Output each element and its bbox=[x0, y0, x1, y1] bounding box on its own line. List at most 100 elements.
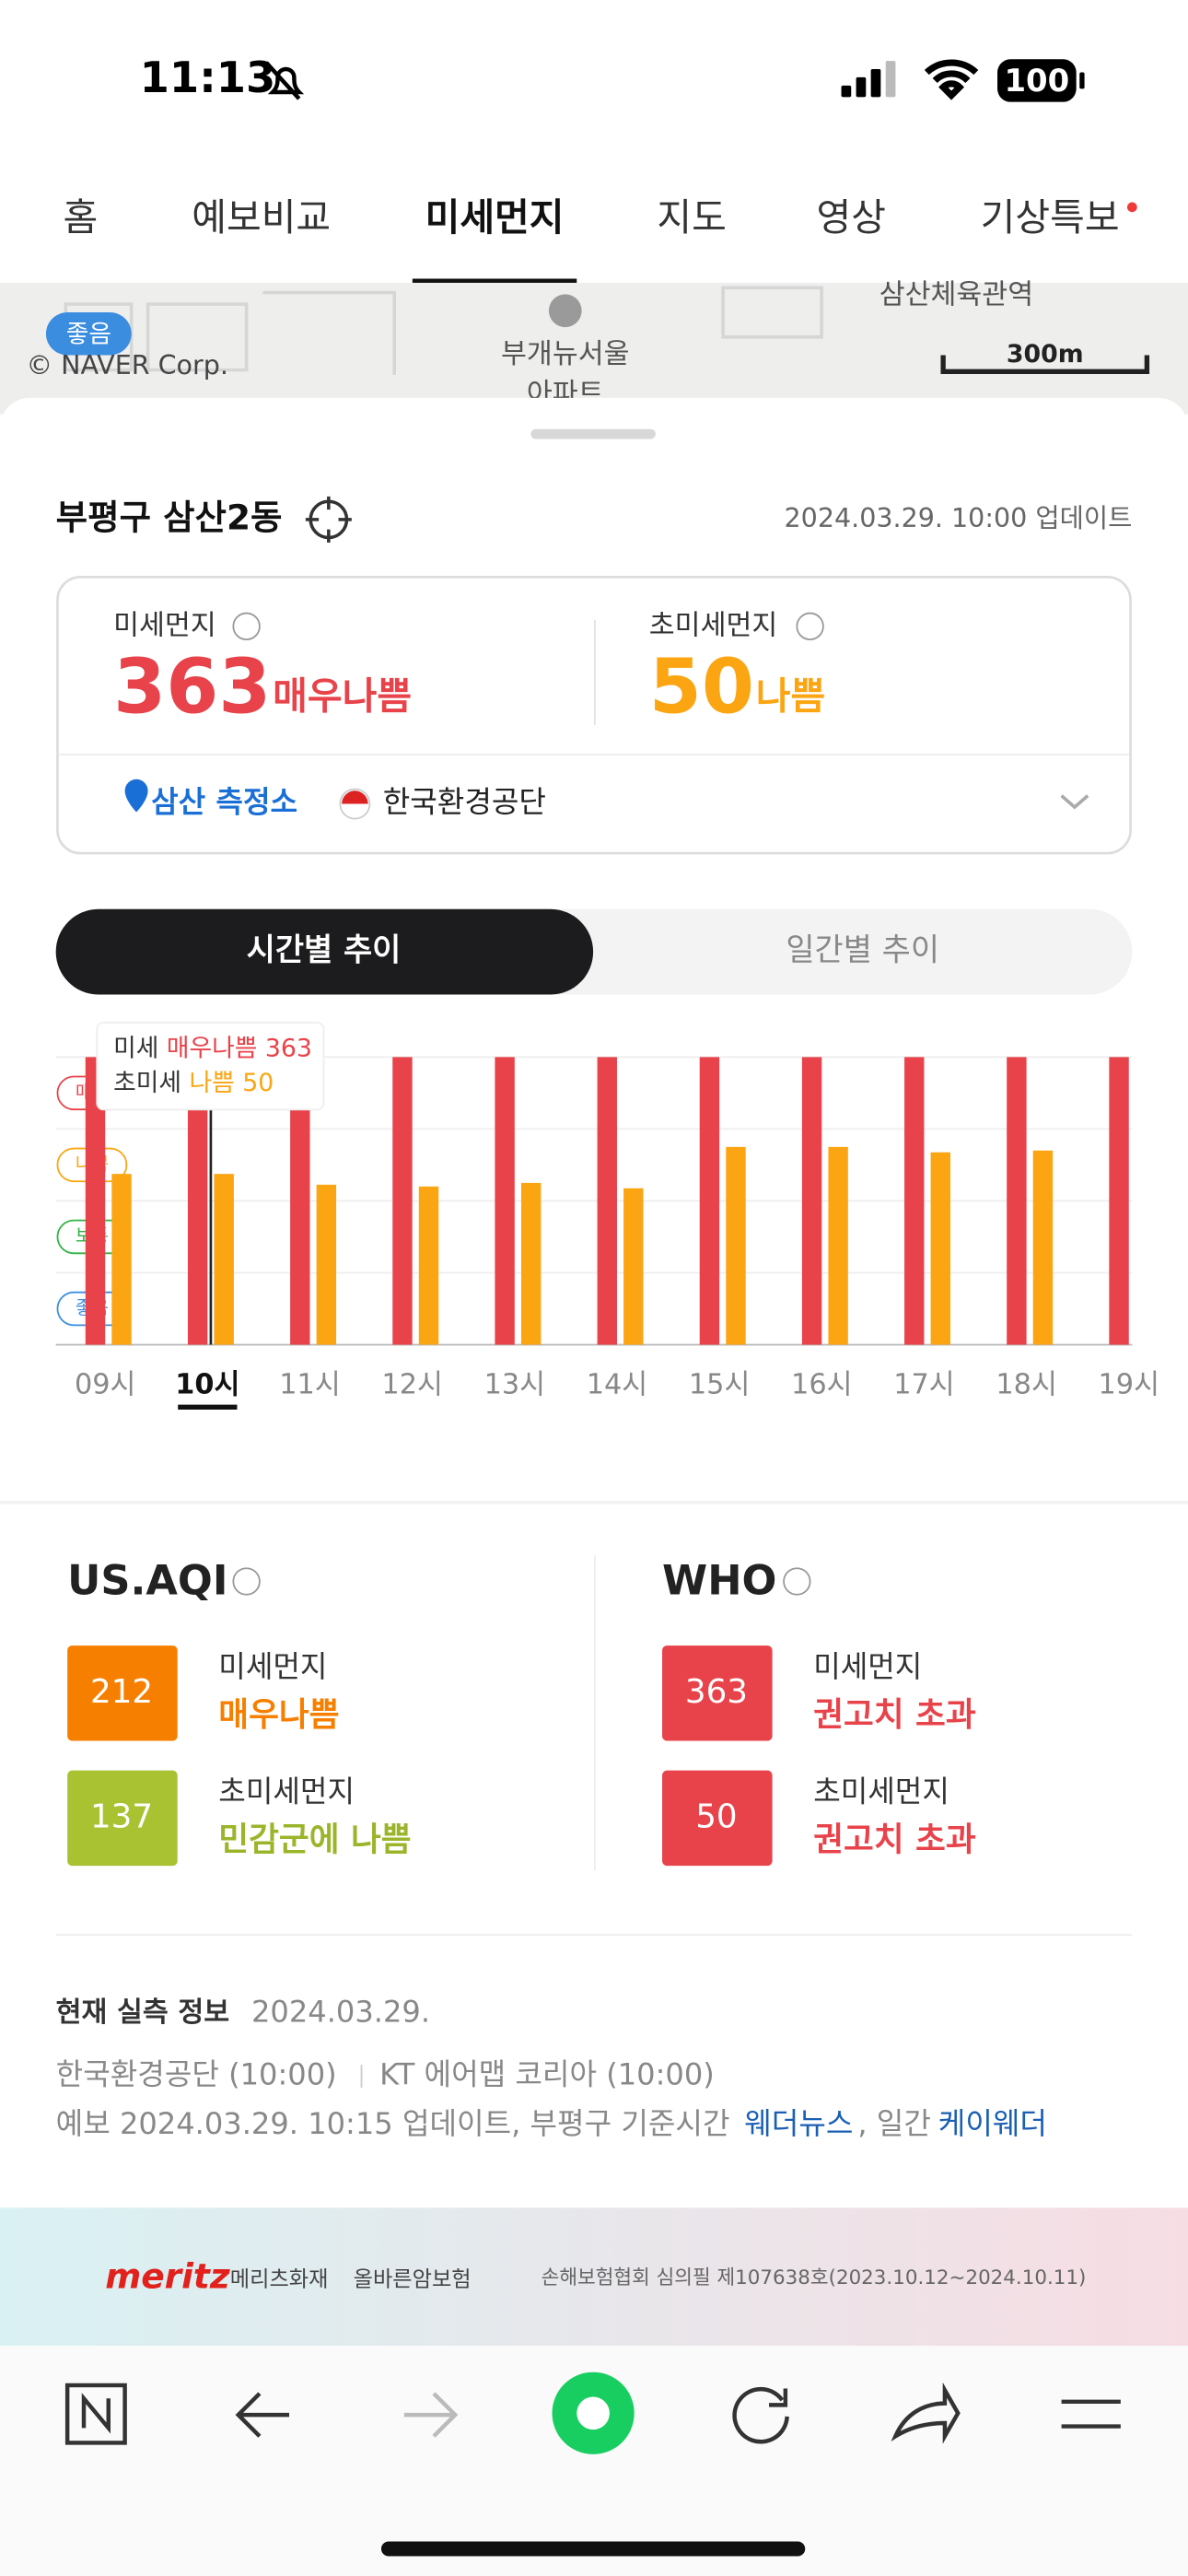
item-grade: 권고치 초과 bbox=[813, 1696, 976, 1734]
x-tick-label[interactable]: 12시 bbox=[381, 1369, 443, 1401]
badge bbox=[662, 1770, 773, 1867]
x-tick-label[interactable]: 10시 bbox=[175, 1369, 239, 1401]
ad-banner[interactable] bbox=[0, 2207, 1188, 2347]
clock: 11:13 bbox=[140, 53, 276, 102]
map-station: 삼산체육관역 bbox=[879, 279, 1033, 311]
bar bbox=[699, 1057, 720, 1345]
map-poi bbox=[548, 294, 582, 328]
section-title: US.AQI bbox=[67, 1556, 227, 1604]
ad-notice: 손해보험협회 심의필 제107638호(2023.10.12~2024.10.1… bbox=[542, 2266, 1087, 2289]
bar bbox=[930, 1152, 950, 1345]
info-icon[interactable] bbox=[232, 612, 261, 641]
item-label: 초미세먼지 bbox=[218, 1774, 355, 1809]
item-grade: 민감군에 나쁨 bbox=[218, 1821, 411, 1858]
badge-value: 50 bbox=[695, 1797, 737, 1835]
ad-brand: meritz bbox=[105, 2256, 230, 2297]
update-time: 2024.03.29. 10:00 업데이트 bbox=[785, 503, 1133, 533]
item-label: 미세먼지 bbox=[218, 1649, 327, 1684]
info-link[interactable]: 케이웨더 bbox=[938, 2106, 1047, 2141]
pm25-grade: 나쁨 bbox=[756, 673, 825, 718]
wifi-icon bbox=[924, 59, 979, 100]
toggle-option[interactable]: 시간별 추이 bbox=[247, 932, 402, 968]
item-grade: 매우나쁨 bbox=[218, 1696, 339, 1734]
tooltip-part: 매우나쁨 bbox=[167, 1034, 257, 1062]
map-badge-text: 좋음 bbox=[66, 321, 111, 349]
alert-dot bbox=[1126, 202, 1137, 213]
map-copyright: © NAVER Corp. bbox=[27, 350, 228, 381]
x-tick-label[interactable]: 13시 bbox=[484, 1369, 546, 1401]
expand-icon[interactable] bbox=[1060, 794, 1089, 810]
badge-value: 363 bbox=[685, 1673, 748, 1711]
battery-cap bbox=[1079, 72, 1085, 89]
battery-level: 100 bbox=[1004, 63, 1069, 99]
x-tick-label[interactable]: 15시 bbox=[689, 1369, 751, 1401]
item-label: 미세먼지 bbox=[813, 1649, 922, 1684]
toggle-active[interactable] bbox=[55, 908, 594, 995]
map-scale-bar bbox=[940, 355, 1150, 374]
home-indicator bbox=[380, 2541, 806, 2557]
tab[interactable]: 영상 bbox=[816, 195, 885, 240]
tab[interactable]: 예보비교 bbox=[192, 195, 331, 240]
forward-button[interactable] bbox=[403, 2392, 459, 2438]
tooltip-text: 초미세 나쁨 50 bbox=[113, 1068, 274, 1096]
info-icon[interactable] bbox=[783, 1567, 811, 1596]
item-label: 초미세먼지 bbox=[813, 1774, 949, 1809]
x-tick-label[interactable]: 19시 bbox=[1099, 1369, 1160, 1401]
pm10-grade: 매우나쁨 bbox=[273, 673, 412, 718]
tooltip-part: 나쁨 bbox=[189, 1068, 234, 1096]
info-icon[interactable] bbox=[796, 612, 824, 641]
share-button[interactable] bbox=[891, 2382, 961, 2444]
x-tick-label[interactable]: 14시 bbox=[587, 1369, 648, 1401]
home-button[interactable] bbox=[64, 2383, 127, 2445]
tab[interactable]: 미세먼지 bbox=[425, 195, 565, 240]
section-title: WHO bbox=[662, 1556, 776, 1604]
x-tick-label[interactable]: 18시 bbox=[996, 1369, 1057, 1401]
menu-button[interactable] bbox=[1061, 2399, 1121, 2429]
info-icon[interactable] bbox=[232, 1567, 261, 1596]
map-roads bbox=[64, 286, 823, 375]
info-title: 현재 실측 정보 bbox=[56, 1996, 230, 2029]
x-tick-label[interactable]: 17시 bbox=[893, 1369, 955, 1401]
badge bbox=[67, 1770, 178, 1867]
tab[interactable]: 기상특보 bbox=[981, 195, 1120, 240]
reload-button[interactable] bbox=[732, 2386, 789, 2444]
location-name: 부평구 삼산2동 bbox=[56, 497, 283, 537]
pin-icon bbox=[124, 779, 148, 813]
pm10-value: 363 bbox=[113, 644, 271, 732]
locate-button[interactable] bbox=[305, 496, 352, 543]
bar bbox=[597, 1057, 617, 1345]
bar bbox=[828, 1146, 848, 1345]
info-link[interactable]: 웨더뉴스 bbox=[744, 2106, 853, 2141]
toggle-option[interactable]: 일간별 추이 bbox=[786, 932, 939, 968]
tab[interactable]: 홈 bbox=[64, 195, 99, 240]
pm25-label: 초미세먼지 bbox=[649, 609, 778, 641]
x-tick-label[interactable]: 09시 bbox=[75, 1369, 135, 1401]
plot bbox=[85, 1057, 1129, 1345]
section-divider bbox=[0, 1501, 1188, 1505]
x-tick-label[interactable]: 11시 bbox=[279, 1369, 341, 1401]
bar bbox=[214, 1174, 234, 1345]
tab[interactable]: 지도 bbox=[657, 195, 726, 240]
sheet-handle[interactable] bbox=[530, 428, 656, 439]
bar bbox=[904, 1057, 925, 1345]
x-tick-label[interactable]: 16시 bbox=[791, 1369, 853, 1401]
badge-value: 137 bbox=[90, 1797, 153, 1835]
bar bbox=[111, 1174, 132, 1345]
tooltip bbox=[96, 1021, 325, 1111]
item-grade: 권고치 초과 bbox=[813, 1821, 976, 1858]
station-link[interactable]: 삼산 측정소 bbox=[151, 785, 297, 820]
badge bbox=[662, 1645, 773, 1741]
bottom-sheet bbox=[0, 397, 1188, 2371]
bar bbox=[85, 1057, 106, 1345]
badge-value: 212 bbox=[90, 1673, 153, 1711]
tooltip-part: 초미세 bbox=[113, 1068, 181, 1096]
bar bbox=[726, 1146, 746, 1345]
tooltip-part: 미세 bbox=[113, 1034, 158, 1062]
back-button[interactable] bbox=[235, 2392, 290, 2438]
agency: 한국환경공단 bbox=[383, 785, 546, 820]
tab-bar: 홈 예보비교 미세먼지 지도 영상 기상특보 bbox=[64, 195, 1120, 240]
chart: 좋음보통나쁨매우09시10시11시12시13시14시15시16시17시18시19… bbox=[55, 1021, 1160, 1411]
